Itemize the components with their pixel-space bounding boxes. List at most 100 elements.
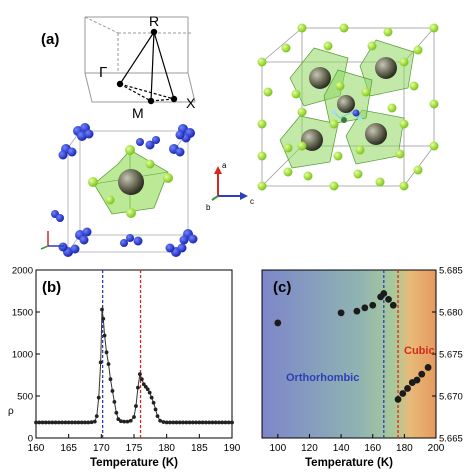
x-tick-label-b: 165 [60,443,77,454]
data-point-b [136,385,140,390]
data-point-c [369,301,377,309]
data-point-b [210,420,215,425]
x-tick-label-c: 180 [396,443,413,454]
data-point-b [203,420,208,425]
plot-frame-c [261,269,437,439]
x-tick-label-c: 140 [333,443,350,454]
data-point-c [380,290,388,297]
data-point-b [132,415,136,419]
data-point-c [274,319,282,327]
data-point-b [158,418,163,423]
plot-frame-b [35,269,233,439]
metal-atoms [301,57,397,151]
data-point-b [83,420,87,425]
data-point-b [98,360,103,365]
data-point-b [161,420,166,424]
supercell [257,23,439,191]
data-point-b [76,420,81,425]
data-point-b [181,420,185,425]
k-label-gamma: Γ [99,64,107,81]
data-point-c [418,370,426,378]
data-point-b [104,350,109,355]
data-point-b [102,333,107,338]
data-point-b [164,420,169,425]
x-tick-label-c: 100 [269,443,286,454]
data-point-b [184,420,189,425]
data-point-b [86,420,91,425]
axis-label-b: b [206,203,211,212]
axis-label-a: a [222,161,227,170]
data-point-b [92,419,97,424]
y-tick-label-b: 2000 [12,266,33,277]
phase-label-orthorhombic: Orthorhombic [286,372,359,384]
data-point-b [43,420,48,425]
k-label-x: X [186,95,196,111]
data-point-b [177,420,182,425]
data-point-b [134,404,138,408]
halide-atoms-supercell [257,23,439,191]
y-tick-label-c: 5.665 [439,434,463,445]
data-point-b [56,420,61,425]
y-tick-label-b: 1000 [12,350,33,361]
data-point-b [217,420,221,425]
data-point-b [63,420,68,425]
organic-molecule [332,109,362,123]
data-point-c [337,309,345,317]
x-tick-label-b: 175 [126,443,143,454]
data-point-b [110,389,115,393]
data-point-b [125,419,130,424]
data-point-b [119,419,123,424]
x-tick-label-b: 190 [224,443,241,454]
data-point-b [149,395,154,400]
x-tick-label-c: 120 [301,443,318,454]
data-point-b [223,420,228,425]
y-tick-label-b: 0 [28,434,33,445]
x-tick-label-b: 170 [93,443,110,454]
x-tick-label-c: 200 [428,443,445,454]
data-point-b [168,420,172,425]
data-point-b [137,372,142,377]
y-axis-label-b: ρ [8,406,14,417]
y-tick-label-b: 500 [17,392,33,403]
data-point-b [226,420,231,425]
x-axis-label-b: Temperature (K) [90,457,178,469]
data-point-c [404,385,411,392]
data-point-b [94,414,99,419]
panel-label-b: (b) [42,279,62,296]
data-point-b [194,420,198,425]
y-tick-label-c: 5.680 [439,308,463,319]
data-point-b [114,410,119,415]
data-point-b [128,418,133,423]
data-point-b [73,420,78,425]
data-point-c [353,307,361,315]
data-point-b [187,420,192,425]
axis-label-c: c [250,197,254,206]
data-point-c [389,301,397,309]
data-point-b [60,420,65,425]
central-atom [118,169,144,195]
data-point-b [53,420,58,425]
data-point-c [413,376,421,384]
data-point-b [40,420,45,425]
k-path [119,31,175,102]
data-point-b [70,420,74,425]
k-points [116,28,178,105]
panel-label-a: (a) [41,31,60,48]
data-point-b [207,420,212,425]
data-point-b [213,420,218,425]
data-point-b [174,420,179,425]
small-unit-cell [51,123,198,257]
data-point-b [139,377,144,382]
data-point-b [101,316,106,321]
data-point-c [361,304,369,312]
data-point-c [385,296,392,303]
y-tick-label-c: 5.675 [439,350,463,361]
data-point-b [112,399,117,404]
data-point-b [155,414,160,419]
data-point-b [230,420,234,425]
x-tick-label-b: 180 [158,443,175,454]
data-point-b [171,420,176,425]
axis-triad [211,166,248,201]
k-label-r: R [149,13,159,29]
